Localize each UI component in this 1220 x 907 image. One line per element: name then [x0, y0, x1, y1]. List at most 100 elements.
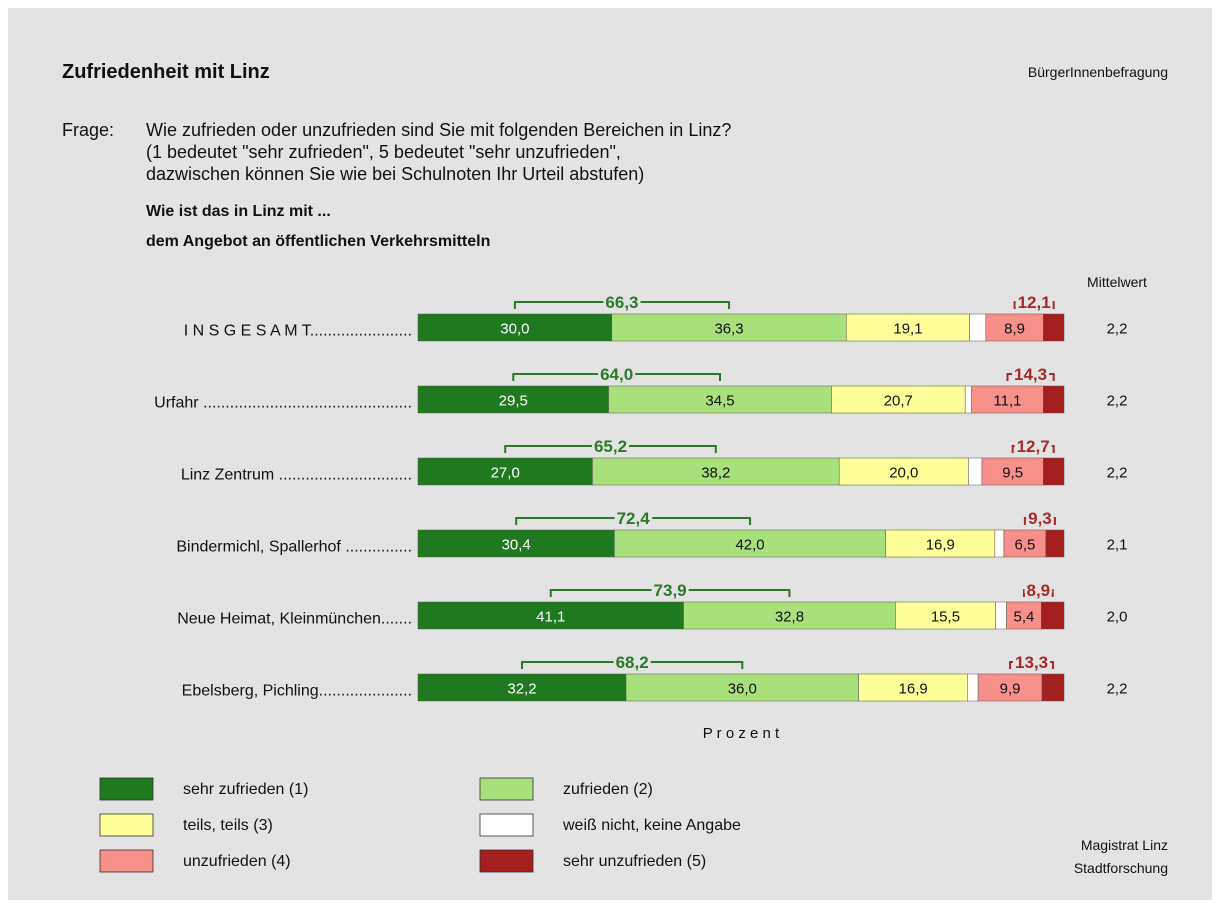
- category-label: Neue Heimat, Kleinmünchen.......: [177, 611, 412, 628]
- total-label: 12,1: [1018, 293, 1051, 312]
- bar-segment: [967, 673, 979, 702]
- bar-segment: [417, 457, 593, 486]
- bar-segment: [1041, 673, 1065, 702]
- mean-header: Mittelwert: [1087, 274, 1147, 290]
- value-label: 41,1: [536, 609, 565, 626]
- bar-segment: [964, 385, 972, 414]
- panel: [8, 8, 1212, 900]
- bar-segment: [969, 313, 987, 342]
- value-label: 29,5: [499, 393, 528, 410]
- bar-segment: [846, 313, 970, 342]
- bar-segment: [1006, 601, 1042, 630]
- bar-segment: [417, 673, 627, 702]
- value-label: 8,9: [1004, 321, 1025, 338]
- mean-value: 2,2: [1107, 321, 1128, 338]
- bar-segment: [417, 385, 609, 414]
- footer: Magistrat Linz: [1081, 837, 1168, 853]
- legend-swatch: [479, 813, 534, 837]
- question: dazwischen können Sie wie bei Schulnoten…: [146, 164, 644, 184]
- value-label: 6,5: [1014, 537, 1035, 554]
- value-label: 5,4: [1014, 609, 1035, 626]
- value-label: 15,5: [931, 609, 960, 626]
- label-bg: [1014, 443, 1052, 449]
- value-label: 20,0: [889, 465, 918, 482]
- total-label: 8,9: [1027, 581, 1051, 600]
- bar-segment: [885, 529, 996, 558]
- bar-segment: [1003, 529, 1047, 558]
- total-label: 64,0: [600, 365, 633, 384]
- legend-label: zufrieden (2): [563, 781, 653, 798]
- bar-segment: [1043, 385, 1065, 414]
- value-label: 11,1: [993, 393, 1021, 410]
- label-bg: [598, 371, 636, 377]
- label-bg: [614, 515, 653, 521]
- value-label: 36,0: [728, 681, 757, 698]
- value-label: 32,8: [775, 609, 804, 626]
- bar-segment: [994, 529, 1005, 558]
- bar-segment: [1041, 601, 1065, 630]
- legend-swatch: [479, 849, 534, 873]
- bar-segment: [417, 313, 613, 342]
- bar-segment: [858, 673, 968, 702]
- bar-segment: [611, 313, 847, 342]
- total-label: 9,3: [1028, 509, 1052, 528]
- value-label: 9,5: [1002, 465, 1023, 482]
- question: (1 bedeutet "sehr zufrieden", 5 bedeutet…: [146, 142, 621, 162]
- label-bg: [651, 587, 689, 593]
- label-bg: [591, 443, 630, 449]
- value-label: 27,0: [491, 465, 520, 482]
- subtitle: dem Angebot an öffentlichen Verkehrsmitt…: [146, 233, 490, 250]
- legend-label: unzufrieden (4): [183, 853, 291, 870]
- bar-segment: [838, 457, 969, 486]
- value-label: 9,9: [1000, 681, 1021, 698]
- source: BürgerInnenbefragung: [1028, 64, 1168, 80]
- value-label: 36,3: [714, 321, 743, 338]
- bar-segment: [683, 601, 896, 630]
- total-label: 72,4: [617, 509, 651, 528]
- total-label: 14,3: [1014, 365, 1047, 384]
- legend-label: weiß nicht, keine Angabe: [562, 817, 741, 834]
- bar-segment: [1043, 313, 1065, 342]
- footer: Stadtforschung: [1074, 860, 1168, 876]
- bar-segment: [417, 529, 615, 558]
- bar-segment: [985, 313, 1044, 342]
- value-label: 42,0: [735, 537, 764, 554]
- category-label: Linz Zentrum ...........................…: [181, 467, 412, 484]
- category-label: Bindermichl, Spallerhof ...............: [176, 539, 412, 556]
- label-bg: [1026, 515, 1054, 521]
- legend-label: sehr zufrieden (1): [183, 781, 308, 798]
- value-label: 20,7: [884, 393, 913, 410]
- total-label: 68,2: [616, 653, 649, 672]
- x-axis-label: P r o z e n t: [703, 725, 780, 742]
- label-bg: [1015, 299, 1053, 305]
- label-bg: [603, 299, 641, 305]
- total-label: 66,3: [605, 293, 638, 312]
- bar-segment: [968, 457, 983, 486]
- bar-segment: [831, 385, 966, 414]
- label-bg: [1012, 659, 1051, 665]
- value-label: 16,9: [899, 681, 928, 698]
- legend-label: sehr unzufrieden (5): [563, 853, 706, 870]
- value-label: 32,2: [507, 681, 536, 698]
- legend-swatch: [99, 849, 154, 873]
- label-bg: [613, 659, 651, 665]
- value-label: 34,5: [705, 393, 734, 410]
- value-label: 19,1: [893, 321, 922, 338]
- legend-swatch: [99, 777, 154, 801]
- bar-segment: [1045, 529, 1065, 558]
- question-label: Frage:: [62, 120, 114, 140]
- bar-segment: [971, 385, 1044, 414]
- label-bg: [1024, 587, 1053, 593]
- total-label: 12,7: [1017, 437, 1050, 456]
- mean-value: 2,0: [1107, 609, 1128, 626]
- bar-segment: [1043, 457, 1065, 486]
- mean-value: 2,2: [1107, 465, 1128, 482]
- bar-segment: [417, 601, 684, 630]
- total-label: 65,2: [594, 437, 627, 456]
- category-label: Ebelsberg, Pichling.....................: [182, 683, 412, 700]
- bar-segment: [981, 457, 1044, 486]
- bar-segment: [592, 457, 840, 486]
- question: Wie zufrieden oder unzufrieden sind Sie …: [146, 120, 731, 140]
- category-label: Urfahr .................................…: [154, 395, 412, 412]
